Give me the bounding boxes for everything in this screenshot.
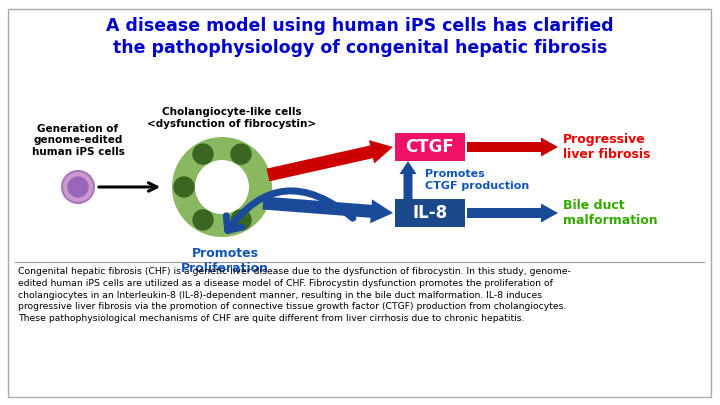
Text: Promotes
Proliferation: Promotes Proliferation — [181, 247, 269, 275]
FancyArrow shape — [400, 161, 416, 199]
Circle shape — [172, 137, 272, 237]
Text: Promotes
CTGF production: Promotes CTGF production — [425, 169, 529, 191]
FancyArrow shape — [467, 203, 558, 222]
Circle shape — [231, 144, 251, 164]
FancyArrow shape — [266, 140, 393, 181]
Text: Congenital hepatic fibrosis (CHF) is a genetic liver disease due to the dysfunct: Congenital hepatic fibrosis (CHF) is a g… — [18, 267, 571, 323]
FancyBboxPatch shape — [8, 9, 711, 397]
Circle shape — [231, 210, 251, 230]
Circle shape — [68, 177, 88, 197]
Circle shape — [193, 210, 213, 230]
Circle shape — [62, 171, 94, 203]
FancyBboxPatch shape — [395, 199, 465, 227]
FancyBboxPatch shape — [395, 133, 465, 161]
Text: CTGF: CTGF — [405, 138, 454, 156]
Text: Bile duct
malformation: Bile duct malformation — [563, 199, 657, 227]
Circle shape — [193, 144, 213, 164]
FancyArrowPatch shape — [226, 191, 353, 230]
Text: A disease model using human iPS cells has clarified
the pathophysiology of conge: A disease model using human iPS cells ha… — [106, 17, 614, 57]
Circle shape — [195, 160, 249, 214]
Circle shape — [174, 177, 194, 197]
FancyArrow shape — [467, 138, 558, 156]
Text: Progressive
liver fibrosis: Progressive liver fibrosis — [563, 133, 650, 161]
Text: Cholangiocyte-like cells
<dysfunction of fibrocystin>: Cholangiocyte-like cells <dysfunction of… — [148, 107, 317, 129]
Text: IL-8: IL-8 — [413, 204, 448, 222]
FancyArrow shape — [263, 196, 393, 223]
Text: Generation of
genome-edited
human iPS cells: Generation of genome-edited human iPS ce… — [32, 124, 125, 157]
